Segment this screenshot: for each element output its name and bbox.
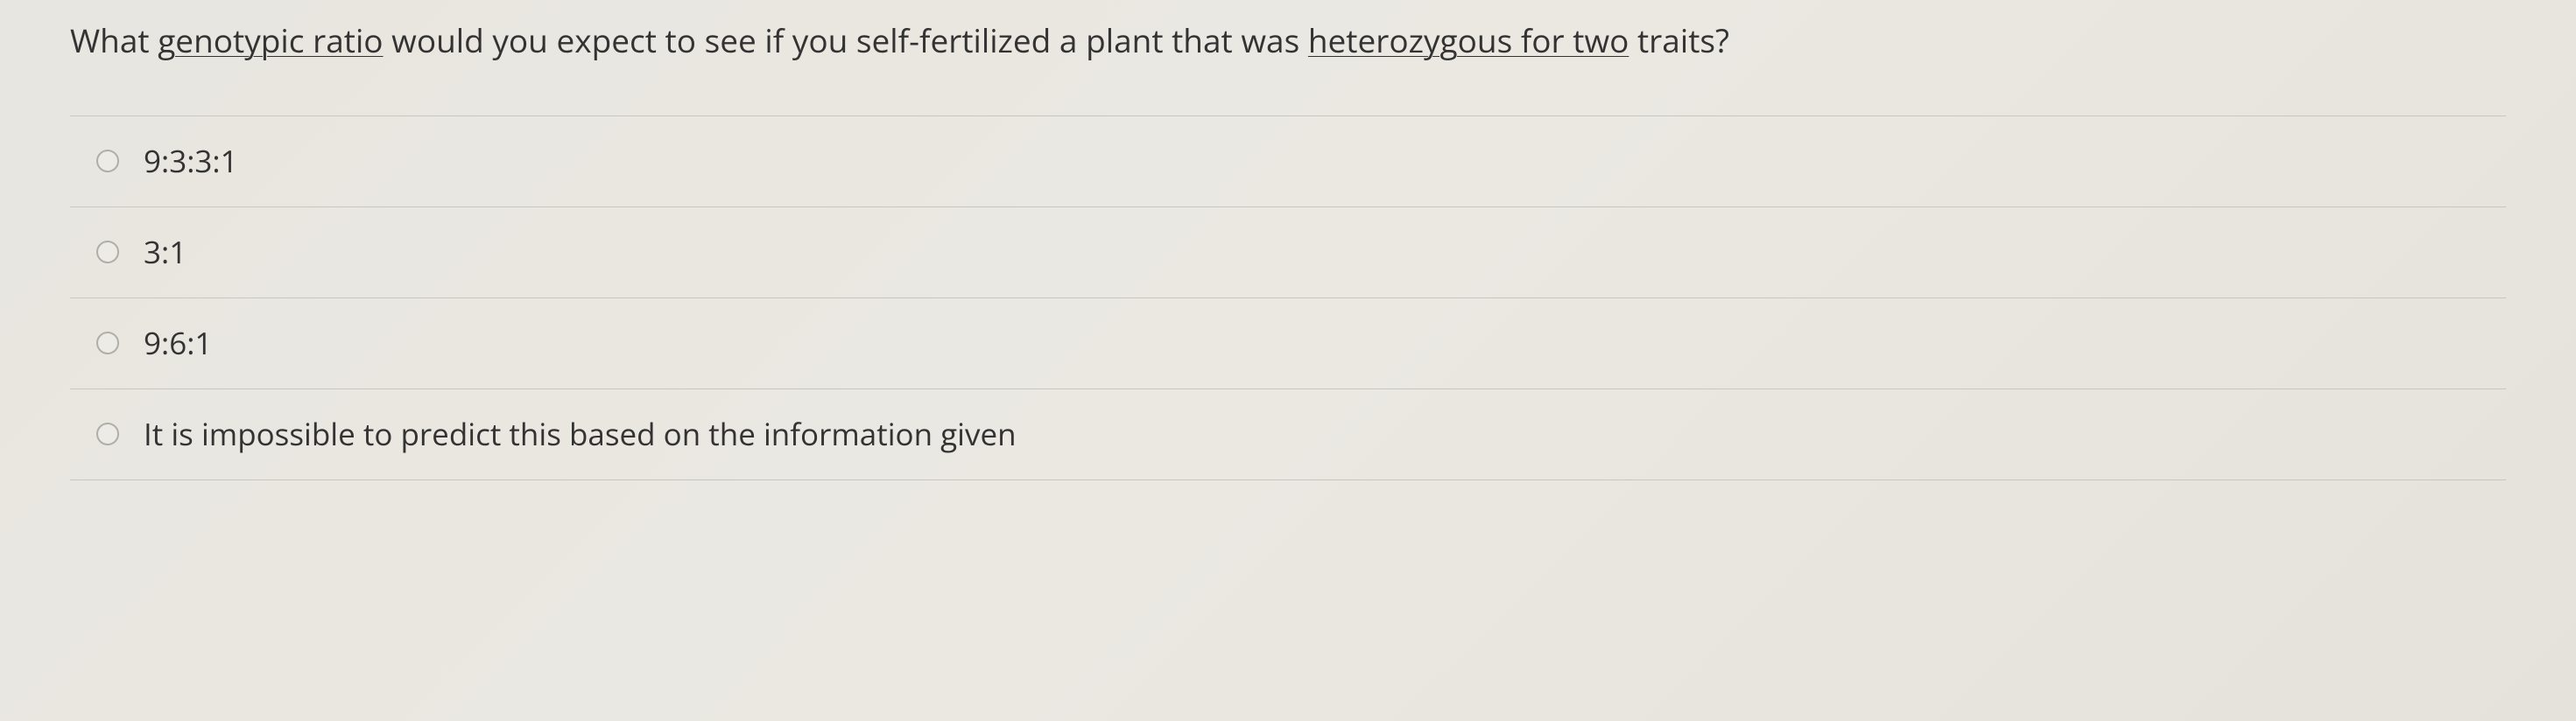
question-prefix: What: [70, 18, 158, 62]
radio-icon[interactable]: [96, 241, 119, 263]
options-list: 9:3:3:1 3:1 9:6:1 It is impossible to pr…: [70, 116, 2506, 480]
question-underlined-2: heterozygous for two: [1308, 18, 1629, 62]
option-label: 9:3:3:1: [144, 141, 238, 182]
radio-icon[interactable]: [96, 150, 119, 172]
radio-icon[interactable]: [96, 423, 119, 445]
option-label: 9:6:1: [144, 323, 212, 364]
question-middle-1: would you expect to see if you self-fert…: [384, 18, 1308, 62]
option-row-3[interactable]: It is impossible to predict this based o…: [70, 388, 2506, 480]
option-row-1[interactable]: 3:1: [70, 206, 2506, 298]
question-container: What genotypic ratio would you expect to…: [0, 18, 2576, 480]
question-suffix: traits?: [1629, 18, 1729, 62]
option-row-0[interactable]: 9:3:3:1: [70, 116, 2506, 206]
option-label: It is impossible to predict this based o…: [144, 414, 1017, 455]
radio-icon[interactable]: [96, 332, 119, 354]
option-label: 3:1: [144, 232, 187, 273]
question-text: What genotypic ratio would you expect to…: [70, 18, 2506, 63]
question-underlined-1: genotypic ratio: [158, 18, 383, 62]
option-row-2[interactable]: 9:6:1: [70, 298, 2506, 388]
